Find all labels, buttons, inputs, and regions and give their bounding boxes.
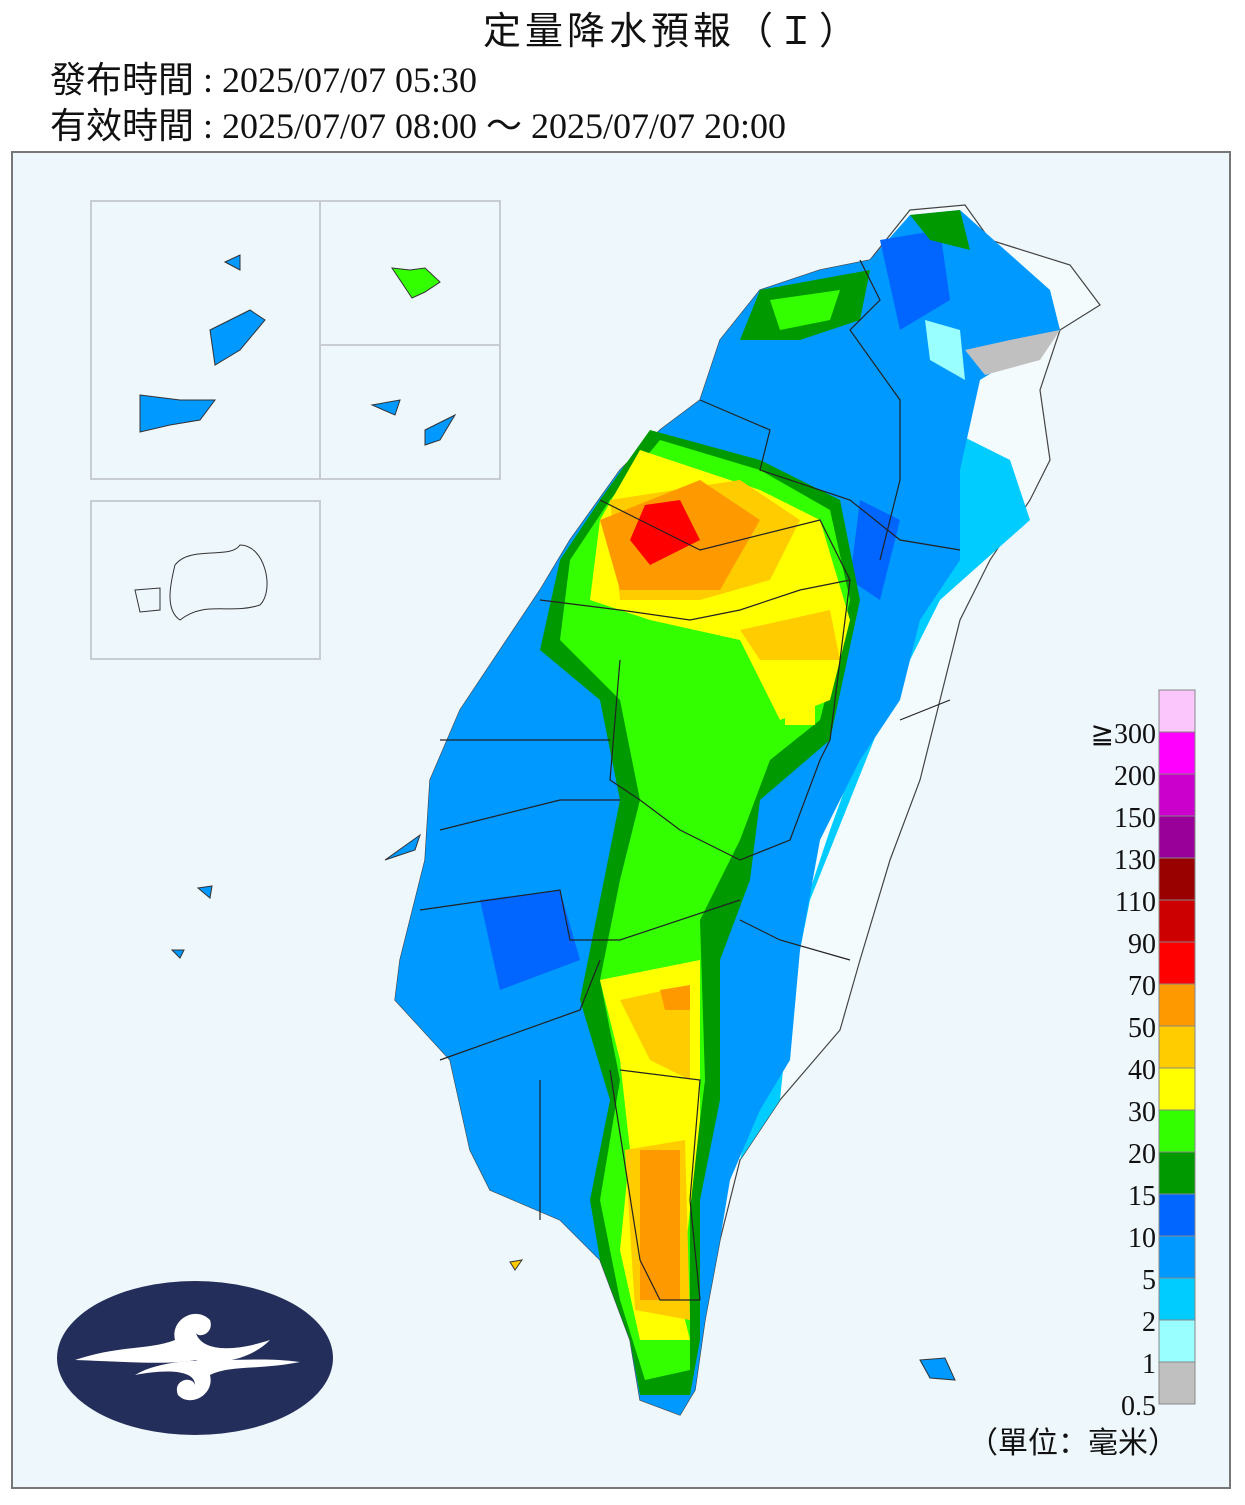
legend-swatch xyxy=(1158,1193,1196,1237)
legend-swatch xyxy=(1158,773,1196,817)
legend-label: 20 xyxy=(1128,1139,1156,1170)
unit-label: （單位：毫米） xyxy=(968,1427,1178,1460)
inset-boxes xyxy=(90,200,501,660)
legend-label: 130 xyxy=(1114,845,1156,876)
legend-swatch xyxy=(1158,689,1196,733)
legend-label: 200 xyxy=(1114,761,1156,792)
legend-label: 15 xyxy=(1128,1181,1156,1212)
legend-swatch xyxy=(1158,941,1196,985)
islands xyxy=(134,254,956,1381)
legend-swatch xyxy=(1158,1025,1196,1069)
issued-time: 發布時間 : 2025/07/07 05:30 xyxy=(50,60,477,100)
legend-swatch xyxy=(1158,731,1196,775)
legend-label: 0.5 xyxy=(1121,1391,1156,1422)
legend-label: 70 xyxy=(1128,971,1156,1002)
legend-label: 1 xyxy=(1142,1349,1156,1380)
valid-time: 有效時間 : 2025/07/07 08:00 ～ 2025/07/07 20:… xyxy=(50,106,786,146)
legend-swatch xyxy=(1158,1151,1196,1195)
legend-label: 90 xyxy=(1128,929,1156,960)
legend-label: 50 xyxy=(1128,1013,1156,1044)
legend-swatch xyxy=(1158,1067,1196,1111)
title: 定量降水預報（Ｉ） xyxy=(483,11,861,53)
legend-label: 30 xyxy=(1128,1097,1156,1128)
legend-label: 2 xyxy=(1142,1307,1156,1338)
legend-swatch xyxy=(1158,1319,1196,1363)
legend-label: ≧300 xyxy=(1091,719,1156,750)
legend-label: 110 xyxy=(1115,887,1156,918)
legend: ≧300 200 150 130 110 90 70 50 40 30 20 15 10 5 2 1 0.5 xyxy=(1091,689,1196,1422)
legend-label: 40 xyxy=(1128,1055,1156,1086)
legend-label: 5 xyxy=(1142,1265,1156,1296)
taiwan-rainfall xyxy=(394,204,1101,1416)
legend-label: 150 xyxy=(1114,803,1156,834)
legend-swatch xyxy=(1158,1109,1196,1153)
legend-swatch xyxy=(1158,1361,1196,1405)
legend-label: 10 xyxy=(1128,1223,1156,1254)
legend-swatch xyxy=(1158,899,1196,943)
cwa-logo xyxy=(57,1281,333,1435)
legend-swatch xyxy=(1158,857,1196,901)
legend-swatch xyxy=(1158,983,1196,1027)
legend-swatch xyxy=(1158,815,1196,859)
legend-swatch xyxy=(1158,1235,1196,1279)
legend-swatch xyxy=(1158,1277,1196,1321)
